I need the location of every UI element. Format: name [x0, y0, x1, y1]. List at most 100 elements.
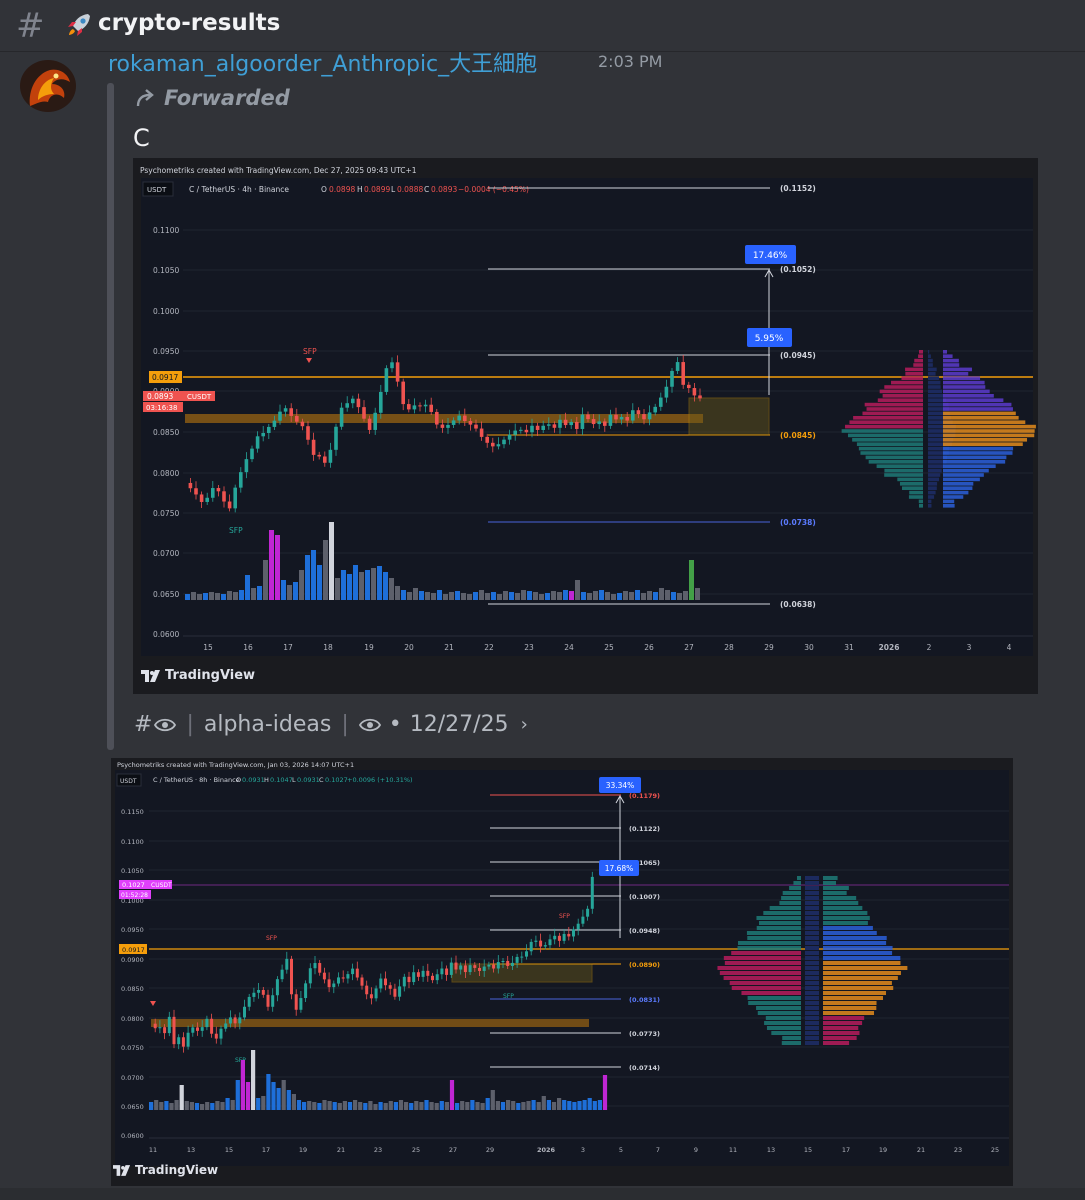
volume-bar — [460, 1101, 465, 1110]
level-label: (0.0831) — [629, 996, 660, 1004]
price-tick: 0.1100 — [153, 226, 179, 235]
candle — [670, 370, 674, 387]
chart-image-2[interactable]: Psychometriks created with TradingView.c… — [111, 758, 1013, 1186]
price-tick: 0.0950 — [153, 347, 179, 356]
profile-bar — [789, 886, 801, 890]
volume-bar — [581, 592, 586, 600]
volume-bar — [257, 586, 262, 600]
volume-bar — [485, 1098, 490, 1110]
candle — [496, 962, 500, 969]
candle — [222, 491, 226, 502]
candle — [631, 410, 635, 421]
volume-bar — [393, 1102, 398, 1110]
orange-price-tag: 0.0917 — [122, 946, 145, 954]
profile-bar — [731, 951, 801, 955]
profile-bar — [928, 490, 936, 495]
candle — [502, 439, 506, 445]
candle — [510, 962, 514, 966]
candle — [491, 442, 495, 447]
profile-bar — [879, 389, 923, 394]
profile-bar — [823, 1011, 875, 1015]
candle — [295, 415, 299, 422]
chart-image-1[interactable]: Psychometriks created with TradingView.c… — [133, 158, 1038, 694]
volume-bar — [455, 591, 460, 600]
profile-bar — [905, 367, 923, 372]
candle — [252, 992, 256, 997]
candle — [558, 419, 562, 428]
profile-bar — [823, 1001, 877, 1005]
profile-bar — [943, 433, 1035, 438]
volume-bar — [220, 1102, 225, 1110]
volume-bar — [239, 590, 244, 600]
channel-name[interactable]: crypto-results — [98, 10, 281, 36]
profile-bar — [737, 946, 801, 950]
author-avatar[interactable] — [20, 60, 76, 112]
volume-bar — [557, 592, 562, 600]
profile-bar — [756, 926, 801, 930]
volume-bar — [623, 591, 628, 600]
tradingview-logo-icon — [113, 1164, 131, 1176]
profile-bar — [823, 996, 884, 1000]
candle — [581, 916, 585, 924]
candle — [334, 426, 338, 450]
volume-bar — [689, 560, 694, 600]
profile-bar — [764, 1021, 801, 1025]
profile-bar — [884, 468, 923, 473]
author-name[interactable]: rokaman_algoorder_Anthropic_大王細胞 — [108, 52, 538, 77]
volume-bar — [536, 1102, 541, 1110]
candle — [563, 419, 568, 426]
candle — [332, 983, 336, 988]
source-link[interactable]: # | alpha-ideas | • 12/27/25 › — [134, 712, 528, 737]
date-tick: 3 — [967, 643, 972, 652]
volume-bar — [271, 1082, 276, 1110]
candle — [360, 977, 364, 986]
profile-bar — [823, 951, 893, 955]
profile-bar — [748, 1001, 801, 1005]
candle — [367, 418, 372, 430]
candle — [435, 411, 439, 425]
candle — [233, 487, 237, 509]
volume-bar — [169, 1103, 174, 1110]
volume-bar — [480, 1103, 485, 1110]
volume-bar — [511, 1101, 516, 1110]
profile-bar — [928, 451, 949, 455]
level-label: (0.1052) — [780, 265, 816, 274]
volume-bar — [210, 1103, 215, 1110]
ohlc-l: 0.0888 — [397, 185, 423, 194]
profile-bar — [823, 1021, 863, 1025]
volume-bar — [312, 1102, 317, 1110]
candle — [567, 933, 571, 937]
volume-bar — [515, 593, 520, 600]
profile-bar — [928, 429, 956, 433]
volume-bar — [587, 593, 592, 600]
profile-bar — [943, 394, 994, 398]
sfp-label: SFP — [303, 347, 317, 356]
volume-bar — [503, 591, 508, 600]
profile-bar — [805, 996, 819, 1000]
profile-bar — [864, 402, 923, 407]
volume-bar — [342, 1101, 347, 1110]
candle — [423, 404, 428, 407]
tradingview-logo: TradingView — [113, 1163, 218, 1177]
volume-bar — [302, 1102, 307, 1110]
candle — [520, 956, 524, 958]
date-tick: 17 — [283, 643, 293, 652]
price-tick: 0.1000 — [153, 307, 179, 316]
volume-bar — [185, 594, 190, 600]
volume-bar — [235, 1080, 240, 1110]
profile-bar — [856, 442, 923, 446]
date-tick: 29 — [764, 643, 774, 652]
volume-bar — [602, 1075, 608, 1110]
date-tick: 25 — [991, 1146, 999, 1154]
volume-bar — [154, 1100, 159, 1110]
profile-bar — [805, 881, 819, 885]
candle — [211, 488, 215, 498]
volume-bar — [194, 1103, 200, 1110]
volume-bar — [629, 592, 634, 600]
candle — [636, 410, 641, 415]
candle — [501, 960, 505, 963]
candle — [379, 978, 383, 989]
profile-bar — [943, 451, 1013, 455]
profile-bar — [769, 906, 801, 910]
candle — [647, 412, 652, 420]
